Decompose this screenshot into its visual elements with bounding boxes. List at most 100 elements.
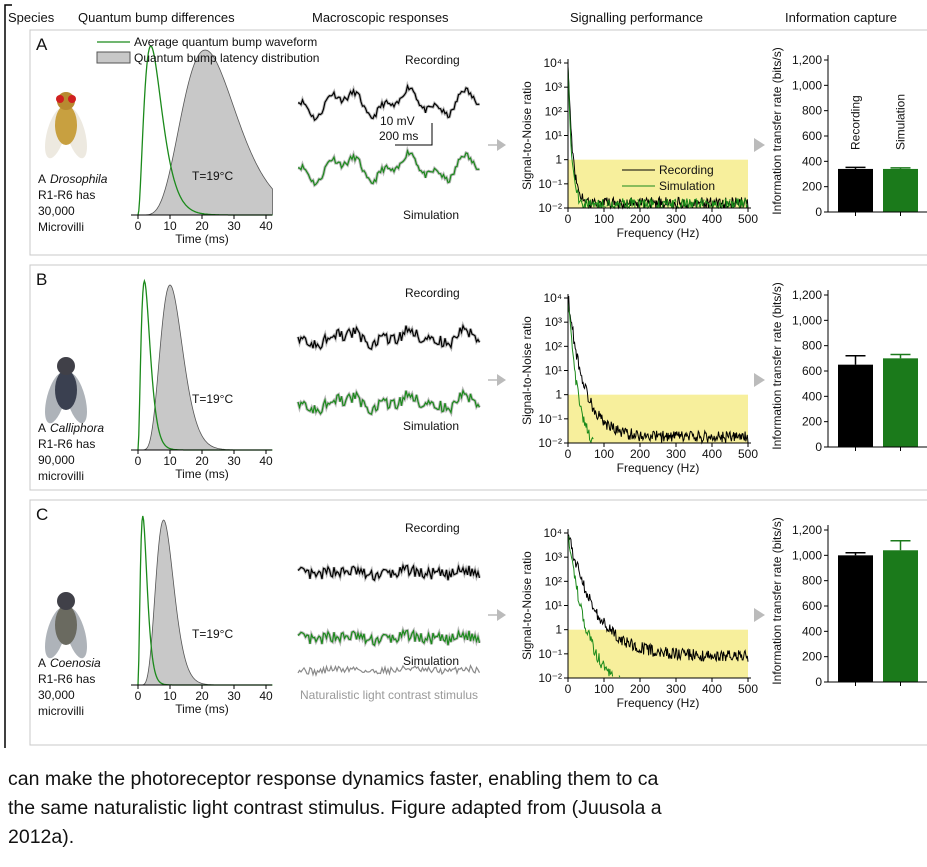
species-detail: 90,000 bbox=[38, 453, 75, 467]
legend-label: Recording bbox=[659, 163, 714, 177]
y-tick-label: 1 bbox=[555, 623, 562, 637]
trace-label: Recording bbox=[405, 286, 460, 300]
y-tick-label: 600 bbox=[802, 129, 822, 143]
y-tick-label: 1,200 bbox=[792, 53, 822, 67]
y-tick-label: 1 bbox=[555, 388, 562, 402]
latency-distribution bbox=[138, 519, 273, 686]
arrow-head bbox=[754, 138, 765, 152]
x-tick-label: 30 bbox=[227, 454, 241, 468]
x-tick-label: 0 bbox=[135, 454, 142, 468]
x-tick-label: 400 bbox=[702, 447, 722, 461]
latency-distribution bbox=[138, 49, 273, 216]
x-tick-label: 0 bbox=[565, 212, 572, 226]
x-axis-label: Time (ms) bbox=[175, 702, 229, 716]
x-tick-label: 0 bbox=[135, 219, 142, 233]
y-tick-label: 10² bbox=[545, 574, 562, 588]
y-tick-label: 10⁴ bbox=[543, 291, 562, 305]
info-axes bbox=[827, 290, 927, 448]
x-axis-label: Frequency (Hz) bbox=[617, 461, 700, 475]
legend-swatch bbox=[96, 51, 131, 64]
x-tick-label: 500 bbox=[738, 212, 758, 226]
y-tick-label: 800 bbox=[802, 574, 822, 588]
panel-frame bbox=[29, 264, 927, 491]
y-tick-label: 1,200 bbox=[792, 288, 822, 302]
x-tick-label: 200 bbox=[630, 212, 650, 226]
x-tick-label: 100 bbox=[594, 682, 614, 696]
fly-body bbox=[55, 370, 77, 410]
species-prefix: A bbox=[38, 172, 46, 186]
y-axis-label: Information transfer rate (bits/s) bbox=[770, 282, 784, 449]
fly-head bbox=[57, 357, 75, 375]
simulation-trace bbox=[297, 628, 481, 647]
snr-recording bbox=[567, 295, 749, 445]
recording-trace bbox=[297, 83, 480, 122]
y-tick-label: 400 bbox=[802, 624, 822, 638]
species-detail: R1-R6 has bbox=[38, 672, 95, 686]
species-name: A Drosophila bbox=[38, 172, 108, 186]
y-axis-label: Signal-to-Noise ratio bbox=[520, 81, 534, 190]
scale-voltage: 10 mV bbox=[380, 114, 415, 128]
y-tick-label: 10³ bbox=[545, 80, 562, 94]
fly-body bbox=[55, 605, 77, 645]
trace-label: Simulation bbox=[403, 208, 459, 222]
x-tick-label: 500 bbox=[738, 447, 758, 461]
bar bbox=[883, 168, 918, 212]
category-label: Recording bbox=[849, 95, 863, 150]
y-axis-label: Signal-to-Noise ratio bbox=[520, 551, 534, 660]
x-tick-label: 400 bbox=[702, 212, 722, 226]
x-tick-label: 20 bbox=[195, 454, 209, 468]
x-tick-label: 40 bbox=[259, 454, 273, 468]
species-detail: microvilli bbox=[38, 469, 84, 483]
y-axis-label: Signal-to-Noise ratio bbox=[520, 316, 534, 425]
y-tick-label: 800 bbox=[802, 339, 822, 353]
x-tick-label: 0 bbox=[135, 689, 142, 703]
x-axis-label: Frequency (Hz) bbox=[617, 696, 700, 710]
y-tick-label: 10² bbox=[545, 339, 562, 353]
bar bbox=[838, 364, 873, 447]
y-tick-label: 10³ bbox=[545, 550, 562, 564]
arrow-head bbox=[754, 373, 765, 387]
species-genus: Coenosia bbox=[50, 656, 101, 670]
bar bbox=[883, 358, 918, 447]
y-tick-label: 1,000 bbox=[792, 548, 822, 562]
y-tick-label: 600 bbox=[802, 364, 822, 378]
species-detail: Microvilli bbox=[38, 220, 84, 234]
y-tick-label: 0 bbox=[815, 675, 822, 689]
y-tick-label: 10² bbox=[545, 104, 562, 118]
column-header: Information capture bbox=[785, 10, 897, 25]
panel-label: C bbox=[36, 505, 48, 524]
x-tick-label: 100 bbox=[594, 447, 614, 461]
panel-label: A bbox=[36, 35, 48, 54]
y-tick-label: 400 bbox=[802, 389, 822, 403]
legend-label: Average quantum bump waveform bbox=[134, 35, 317, 49]
x-tick-label: 30 bbox=[227, 219, 241, 233]
caption-line: can make the photoreceptor response dyna… bbox=[8, 768, 659, 790]
y-tick-label: 400 bbox=[802, 154, 822, 168]
y-tick-label: 1,200 bbox=[792, 523, 822, 537]
temperature-label: T=19°C bbox=[192, 627, 233, 641]
arrow-head bbox=[497, 609, 506, 621]
bar bbox=[838, 168, 873, 212]
temperature-label: T=19°C bbox=[192, 392, 233, 406]
y-tick-label: 10¹ bbox=[545, 129, 562, 143]
x-tick-label: 40 bbox=[259, 689, 273, 703]
y-tick-label: 10¹ bbox=[545, 364, 562, 378]
y-tick-label: 10⁻¹ bbox=[538, 177, 562, 191]
arrow-head bbox=[754, 608, 765, 622]
fly-eye bbox=[68, 95, 76, 103]
species-detail: microvilli bbox=[38, 704, 84, 718]
species-detail: 30,000 bbox=[38, 204, 75, 218]
species-detail: R1-R6 has bbox=[38, 437, 95, 451]
x-tick-label: 20 bbox=[195, 219, 209, 233]
scale-time: 200 ms bbox=[379, 129, 418, 143]
column-header: Species bbox=[8, 10, 55, 25]
x-axis-label: Time (ms) bbox=[175, 467, 229, 481]
info-axes bbox=[827, 525, 927, 683]
x-tick-label: 0 bbox=[565, 682, 572, 696]
species-detail: 30,000 bbox=[38, 688, 75, 702]
fly-eye bbox=[56, 95, 64, 103]
recording-trace bbox=[297, 563, 481, 582]
category-label: Simulation bbox=[894, 94, 908, 150]
figure-frame bbox=[4, 4, 12, 748]
x-tick-label: 30 bbox=[227, 689, 241, 703]
